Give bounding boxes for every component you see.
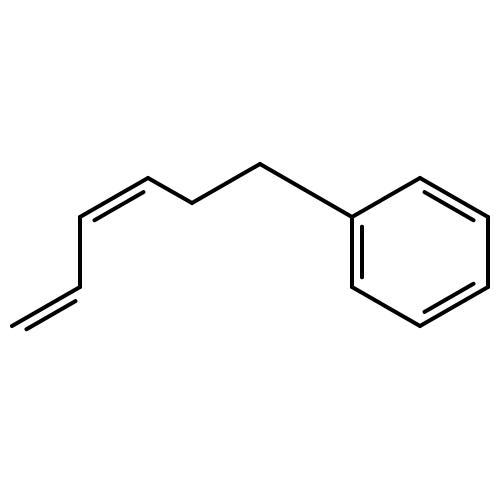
bond-line	[352, 178, 420, 217]
bond-line	[148, 178, 192, 203]
bond-line	[260, 164, 352, 217]
bond-line	[352, 287, 420, 326]
bond-layer	[12, 164, 488, 329]
bond-line	[192, 164, 260, 203]
molecule-diagram	[0, 0, 500, 500]
